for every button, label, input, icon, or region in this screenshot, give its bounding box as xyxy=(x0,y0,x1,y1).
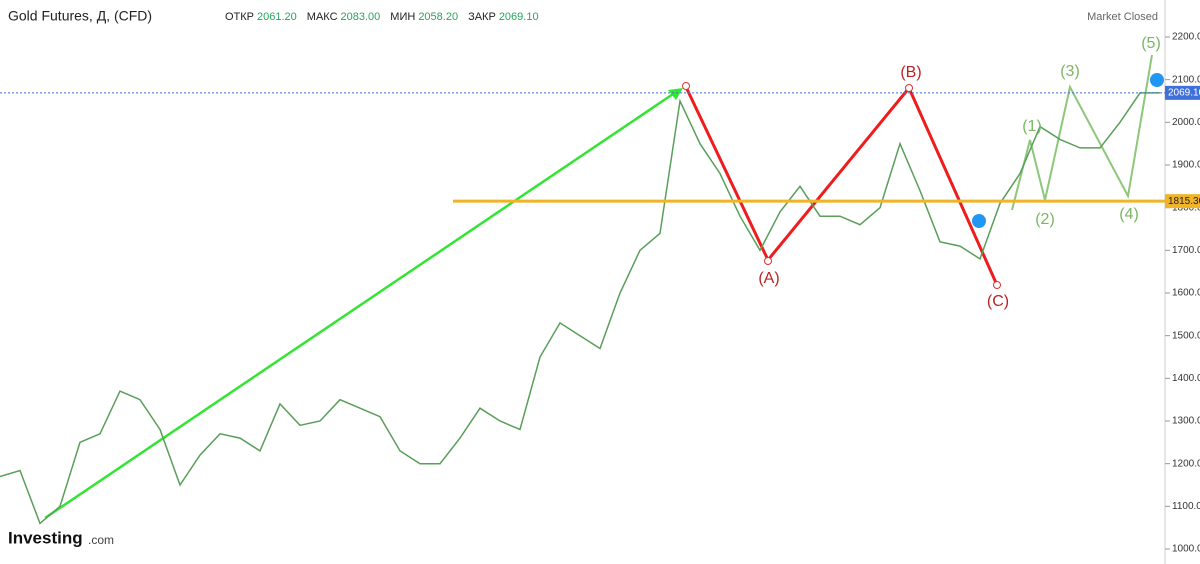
y-tick-label: 1600.00 xyxy=(1172,288,1200,299)
trend-arrow xyxy=(44,90,677,520)
y-tick-label: 1700.00 xyxy=(1172,245,1200,256)
pivot xyxy=(905,84,913,92)
level-badge xyxy=(1165,194,1200,209)
event-marker[interactable] xyxy=(972,214,986,228)
quote-value: 2061.20 xyxy=(257,11,297,23)
quote-value: 2069.10 xyxy=(499,11,539,23)
pivot xyxy=(993,281,1001,289)
wave-label: (C) xyxy=(987,293,1009,310)
level-label: 1815.30 xyxy=(1168,196,1200,207)
quote-value: 2083.00 xyxy=(341,11,381,23)
abc-wave xyxy=(684,85,999,286)
y-tick-label: 2200.00 xyxy=(1172,32,1200,43)
pivot xyxy=(764,257,772,265)
wave-label: (4) xyxy=(1119,206,1139,223)
y-tick-label: 1900.00 xyxy=(1172,160,1200,171)
event-marker[interactable] xyxy=(1150,73,1164,87)
impulse-wave xyxy=(1011,54,1153,211)
chart-title: Gold Futures, Д, (CFD) xyxy=(8,8,152,24)
quote-label: ЗАКР xyxy=(468,11,496,23)
brand: Investing xyxy=(8,528,83,547)
arrow-head xyxy=(668,88,683,100)
y-tick-label: 1400.00 xyxy=(1172,373,1200,384)
wave-label: (B) xyxy=(900,64,921,81)
y-tick-label: 1300.00 xyxy=(1172,416,1200,427)
quote-label: ОТКР xyxy=(225,11,254,23)
wave-label: (3) xyxy=(1060,63,1080,80)
wave-label: (A) xyxy=(758,270,779,287)
y-tick-label: 1500.00 xyxy=(1172,330,1200,341)
quote-value: 2058.20 xyxy=(418,11,458,23)
wave-label: (1) xyxy=(1022,118,1042,135)
price-line xyxy=(0,92,1160,525)
pivot xyxy=(682,82,690,90)
level-badge xyxy=(1165,85,1200,100)
market-status: Market Closed xyxy=(1087,11,1158,23)
wave-label: (2) xyxy=(1035,211,1055,228)
brand-suffix: .com xyxy=(88,533,114,547)
y-tick-label: 1000.00 xyxy=(1172,544,1200,555)
quote-label: МИН xyxy=(390,11,415,23)
y-tick-label: 2100.00 xyxy=(1172,74,1200,85)
quote-label: МАКС xyxy=(307,11,338,23)
wave-label: (5) xyxy=(1141,35,1161,52)
y-tick-label: 1200.00 xyxy=(1172,458,1200,469)
level-label: 2069.10 xyxy=(1168,87,1200,98)
y-tick-label: 2000.00 xyxy=(1172,117,1200,128)
y-tick-label: 1100.00 xyxy=(1172,501,1200,512)
